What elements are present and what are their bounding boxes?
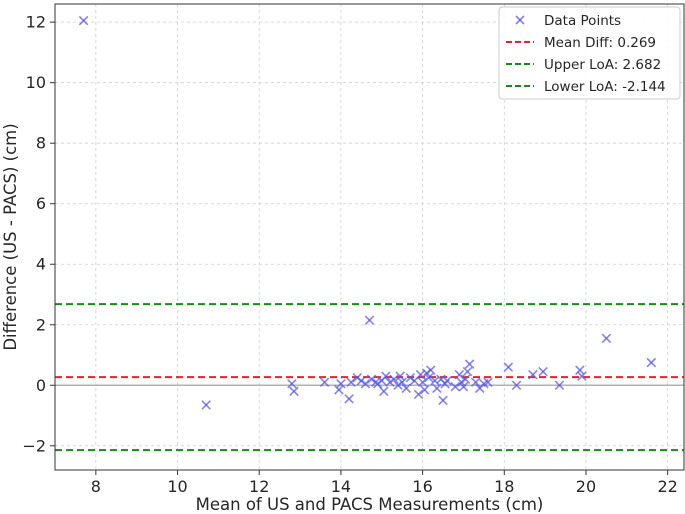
x-tick-label: 18 bbox=[494, 477, 514, 496]
legend: Data Points Mean Diff: 0.269 Upper LoA: 2.… bbox=[498, 6, 681, 100]
y-tick-label: −2 bbox=[22, 436, 46, 455]
data-point bbox=[462, 366, 473, 377]
data-point bbox=[417, 377, 428, 388]
legend-box bbox=[498, 6, 681, 100]
y-tick-label: 10 bbox=[26, 73, 46, 92]
data-point bbox=[289, 386, 299, 397]
y-tick-label: 12 bbox=[26, 13, 46, 32]
data-point bbox=[319, 377, 330, 388]
data-point bbox=[423, 372, 434, 383]
plot-frame bbox=[54, 3, 685, 471]
x-tick-label: 10 bbox=[167, 477, 187, 496]
data-point bbox=[460, 374, 471, 384]
data-point bbox=[379, 386, 389, 397]
y-tick-label: 6 bbox=[36, 194, 46, 213]
data-point bbox=[413, 389, 424, 400]
data-point bbox=[450, 382, 461, 392]
data-point bbox=[458, 382, 469, 392]
y-axis-label: Difference (US - PACS) (cm) bbox=[1, 123, 20, 350]
y-tick-label: 0 bbox=[36, 376, 46, 395]
data-point bbox=[575, 365, 585, 375]
data-point bbox=[577, 371, 587, 381]
legend-label: Data Points bbox=[544, 13, 621, 29]
data-point bbox=[389, 374, 399, 384]
data-point bbox=[601, 333, 612, 344]
x-tick-label: 12 bbox=[249, 477, 269, 496]
data-point bbox=[287, 378, 297, 389]
data-point bbox=[454, 369, 465, 380]
y-tick-label: 2 bbox=[36, 315, 46, 334]
data-point bbox=[364, 315, 375, 325]
data-point bbox=[464, 359, 475, 369]
data-point bbox=[442, 375, 452, 386]
data-point bbox=[336, 378, 346, 389]
x-tick-label: 14 bbox=[331, 477, 351, 496]
x-tick-label: 22 bbox=[657, 477, 677, 496]
x-tick-label: 16 bbox=[412, 477, 432, 496]
data-point bbox=[538, 366, 548, 377]
data-point bbox=[360, 378, 371, 389]
data-point bbox=[503, 362, 514, 372]
y-tick-label: 8 bbox=[36, 134, 46, 153]
data-point bbox=[528, 369, 538, 380]
data-points-layer bbox=[78, 15, 657, 410]
x-axis-label: Mean of US and PACS Measurements (cm) bbox=[196, 495, 544, 514]
data-point bbox=[401, 383, 412, 394]
data-point bbox=[334, 385, 344, 395]
legend-entry: Mean Diff: 0.269 bbox=[506, 35, 656, 51]
data-point bbox=[511, 380, 522, 391]
data-point bbox=[419, 385, 430, 395]
x-tick-label: 8 bbox=[91, 477, 101, 496]
data-point bbox=[201, 400, 211, 410]
legend-entry: Upper LoA: 2.682 bbox=[506, 57, 661, 73]
data-point bbox=[554, 380, 565, 391]
data-point bbox=[438, 395, 448, 406]
legend-entry: Lower LoA: -2.144 bbox=[506, 79, 666, 95]
legend-label: Lower LoA: -2.144 bbox=[544, 79, 666, 95]
data-point bbox=[381, 371, 391, 381]
data-point bbox=[397, 377, 407, 388]
y-tick-label: 4 bbox=[36, 255, 46, 274]
legend-label: Upper LoA: 2.682 bbox=[544, 57, 661, 73]
data-point bbox=[346, 377, 356, 388]
legend-label: Mean Diff: 0.269 bbox=[544, 35, 656, 51]
data-point bbox=[483, 377, 493, 388]
data-point bbox=[395, 371, 405, 381]
data-point bbox=[470, 377, 481, 388]
x-tick-label: 20 bbox=[576, 477, 596, 496]
y-ticks-layer: −2 0 2 4 6 8 10 12 bbox=[22, 13, 55, 455]
data-point bbox=[646, 357, 657, 368]
data-point bbox=[344, 394, 354, 404]
data-point bbox=[78, 15, 89, 26]
data-point bbox=[432, 383, 442, 394]
data-point bbox=[426, 365, 436, 375]
x-ticks-layer: 8 10 12 14 16 18 20 22 bbox=[91, 470, 678, 496]
legend-entry: Data Points bbox=[515, 13, 621, 29]
